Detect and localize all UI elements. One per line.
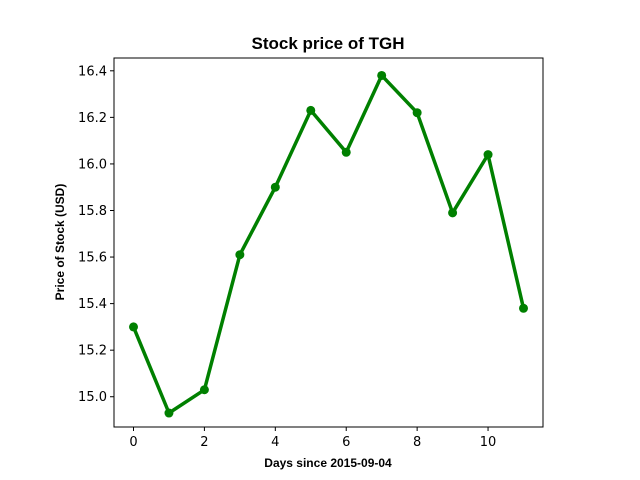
x-tick-label: 6	[342, 435, 350, 450]
y-axis-label: Price of Stock (USD)	[53, 184, 67, 301]
x-axis-label: Days since 2015-09-04	[264, 456, 392, 470]
x-tick-label: 10	[480, 435, 497, 450]
y-tick-label: 16.0	[78, 157, 107, 172]
data-point	[448, 208, 458, 218]
x-tick-label: 0	[129, 435, 137, 450]
data-point	[164, 408, 174, 418]
data-point	[412, 108, 422, 118]
data-point	[519, 303, 528, 313]
data-point	[483, 150, 493, 160]
data-point	[377, 70, 387, 80]
y-axis: 15.0 15.2 15.4 15.6 15.8 16.0 16.2 16.4	[78, 64, 114, 405]
chart-title: Stock price of TGH	[251, 34, 404, 53]
data-point	[235, 250, 245, 260]
series-line	[131, 73, 526, 415]
y-tick-label: 15.6	[78, 251, 107, 266]
data-point	[129, 322, 138, 332]
y-tick-label: 15.8	[78, 204, 107, 219]
series-layer	[129, 70, 528, 418]
y-tick-label: 16.4	[78, 64, 107, 79]
data-point	[341, 147, 351, 157]
x-tick-label: 4	[271, 435, 279, 450]
plot-area-frame	[113, 57, 544, 428]
data-point	[270, 182, 280, 192]
x-axis: 0 2 4 6 8 10	[129, 427, 496, 450]
y-tick-label: 15.0	[78, 390, 107, 405]
y-tick-label: 15.4	[78, 297, 107, 312]
x-tick-label: 2	[200, 435, 208, 450]
y-tick-label: 15.2	[78, 344, 107, 359]
data-point	[199, 385, 209, 395]
data-point	[306, 105, 316, 115]
x-tick-label: 8	[413, 435, 421, 450]
y-tick-label: 16.2	[78, 111, 107, 126]
